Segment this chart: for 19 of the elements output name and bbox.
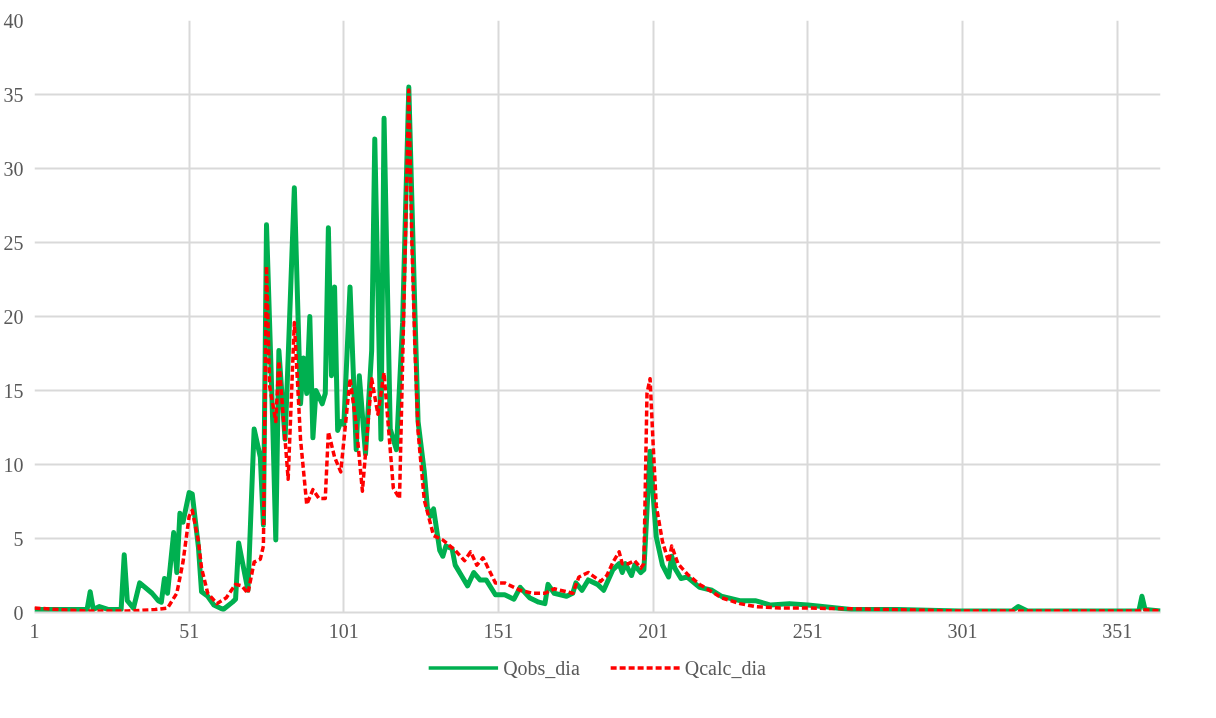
y-tick-label: 20	[3, 305, 24, 328]
y-tick-label: 25	[3, 231, 24, 254]
legend-label: Qobs_dia	[503, 656, 580, 679]
x-tick-label: 201	[638, 619, 669, 642]
x-tick-label: 251	[792, 619, 823, 642]
x-tick-label: 1	[29, 619, 40, 642]
x-tick-label: 351	[1102, 619, 1133, 642]
y-tick-label: 15	[3, 379, 24, 402]
y-tick-label: 10	[3, 453, 24, 476]
y-tick-label: 35	[3, 83, 24, 106]
x-tick-label: 101	[328, 619, 359, 642]
x-tick-label: 151	[483, 619, 514, 642]
legend-label: Qcalc_dia	[684, 656, 766, 679]
y-tick-label: 30	[3, 157, 24, 180]
y-tick-label: 5	[13, 527, 24, 550]
y-tick-label: 40	[3, 9, 24, 32]
x-tick-label: 51	[179, 619, 200, 642]
x-tick-label: 301	[947, 619, 978, 642]
y-tick-label: 0	[13, 601, 24, 624]
